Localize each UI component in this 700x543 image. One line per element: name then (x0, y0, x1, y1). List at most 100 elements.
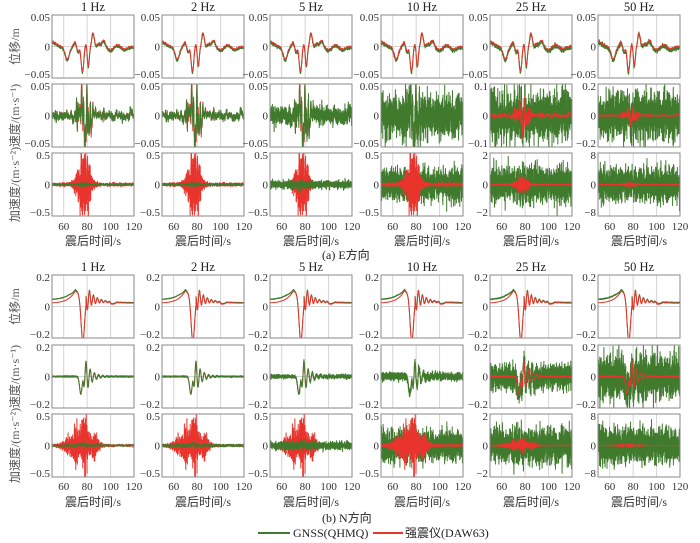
y-tick-label: 0 (374, 302, 380, 314)
series-strong-motion-line (381, 153, 463, 216)
y-axis-label: 位移/m (7, 288, 22, 325)
x-axis-label: 震后时间/s (65, 234, 121, 248)
x-tick-label: 120 (344, 481, 361, 493)
subplot: 0.5 0 −0.5 (30, 150, 135, 219)
x-tick-label: 80 (628, 221, 640, 233)
series-strong-motion-line (490, 290, 572, 338)
x-tick-label: 100 (648, 221, 665, 233)
series-strong-motion-line (52, 32, 134, 72)
subplot: 0.05 0 −0.05 (243, 12, 353, 81)
y-tick-label: 0.5 (365, 411, 379, 423)
plot-frame (51, 344, 135, 409)
series-strong-motion-line (162, 84, 244, 147)
y-tick-label: 2 (483, 150, 489, 162)
x-tick-label: 60 (496, 481, 508, 493)
y-tick-label: 0.2 (365, 272, 379, 284)
plot-frame (597, 14, 681, 79)
y-tick-label: −0.05 (135, 69, 161, 81)
y-tick-label: 0 (155, 180, 161, 192)
subplot: 0.05 0 −0.05 (463, 12, 573, 81)
series-gnss-line (381, 32, 463, 75)
plot-frame (161, 152, 245, 217)
x-tick-label: 80 (82, 481, 94, 493)
y-tick-label: 0 (263, 42, 269, 54)
y-axis-label: 速度/(m·s⁻¹) (7, 345, 22, 408)
series-strong-motion-line (490, 32, 572, 72)
x-tick-label: 60 (168, 221, 180, 233)
x-tick-label: 80 (192, 221, 204, 233)
plot-frame (380, 413, 464, 478)
series-strong-motion-line (270, 290, 352, 338)
series-strong-motion-line (381, 414, 463, 477)
y-tick-label: 0 (483, 441, 489, 453)
plot-frame (489, 274, 573, 339)
y-tick-label: 0.05 (141, 81, 161, 93)
x-tick-label: 80 (300, 481, 312, 493)
subplot: 0.5 0 −0.5 (248, 150, 353, 219)
y-tick-label: 0 (45, 372, 51, 384)
subplot: 0.2 0 −0.2 (30, 272, 135, 341)
subplot: 0.2 0 −0.2 (248, 272, 353, 341)
y-tick-label: −0.05 (354, 138, 380, 150)
y-axis-label: 位移/m (7, 28, 22, 65)
series-gnss-line (52, 84, 134, 147)
y-tick-label: 0 (483, 111, 489, 123)
subplot: 8 0 −8 (584, 411, 681, 480)
caption-a: (a) E方向 (322, 247, 370, 262)
x-tick-label: 60 (276, 481, 288, 493)
subplot: 0.05 0 −0.05 (354, 81, 464, 150)
y-tick-label: 0.05 (249, 12, 269, 24)
x-tick-label: 120 (236, 481, 253, 493)
column-title: 25 Hz (516, 260, 547, 274)
plot-frame (161, 14, 245, 79)
y-tick-label: 0 (45, 302, 51, 314)
series-gnss-line (381, 84, 463, 147)
plot-frame (489, 344, 573, 409)
subplot: 0.5 0 −0.5 (140, 411, 245, 480)
x-axis-label: 震后时间/s (394, 234, 450, 248)
subplot: 0.2 0 −0.2 (576, 342, 681, 411)
y-tick-label: −0.2 (576, 329, 596, 341)
y-tick-label: −0.5 (359, 468, 379, 480)
y-tick-label: 0 (483, 302, 489, 314)
y-axis-label: 加速度/(m·s⁻²) (7, 408, 22, 483)
plot-frame (597, 274, 681, 339)
x-tick-label: 60 (387, 221, 399, 233)
y-tick-label: 0.05 (577, 12, 597, 24)
plot-frame (380, 344, 464, 409)
y-tick-label: 0 (483, 180, 489, 192)
series-gnss-line (52, 360, 134, 395)
y-tick-label: 0.1 (474, 81, 488, 93)
subplot: 0.05 0 −0.05 (25, 81, 135, 150)
y-tick-label: 0.2 (254, 272, 268, 284)
y-tick-label: 0 (155, 372, 161, 384)
x-tick-label: 100 (540, 481, 557, 493)
x-tick-label: 100 (320, 221, 337, 233)
y-tick-label: 0 (155, 42, 161, 54)
x-tick-label: 120 (455, 481, 472, 493)
series-gnss-line (162, 180, 244, 189)
series-gnss-line (598, 158, 680, 212)
plot-frame (269, 83, 353, 148)
y-tick-label: −0.2 (468, 399, 488, 411)
y-tick-label: −0.2 (576, 399, 596, 411)
plot-frame (269, 14, 353, 79)
series-gnss-line (598, 84, 680, 147)
plot-frame (269, 413, 353, 478)
y-tick-label: 2 (483, 411, 489, 423)
y-tick-label: −0.5 (248, 468, 268, 480)
y-tick-label: 0.2 (146, 342, 160, 354)
subplot: 0.5 0 −0.5 (248, 411, 353, 480)
x-tick-label: 80 (82, 221, 94, 233)
y-tick-label: 0 (263, 302, 269, 314)
x-axis-label: 震后时间/s (503, 495, 559, 509)
y-tick-label: 0 (374, 441, 380, 453)
series-strong-motion-line (162, 153, 244, 216)
y-tick-label: 0.2 (254, 342, 268, 354)
y-tick-label: 0 (45, 42, 51, 54)
y-tick-label: 0.05 (469, 12, 489, 24)
y-tick-label: 0 (374, 111, 380, 123)
y-tick-label: 0.05 (31, 12, 51, 24)
y-tick-label: 0.2 (582, 81, 596, 93)
